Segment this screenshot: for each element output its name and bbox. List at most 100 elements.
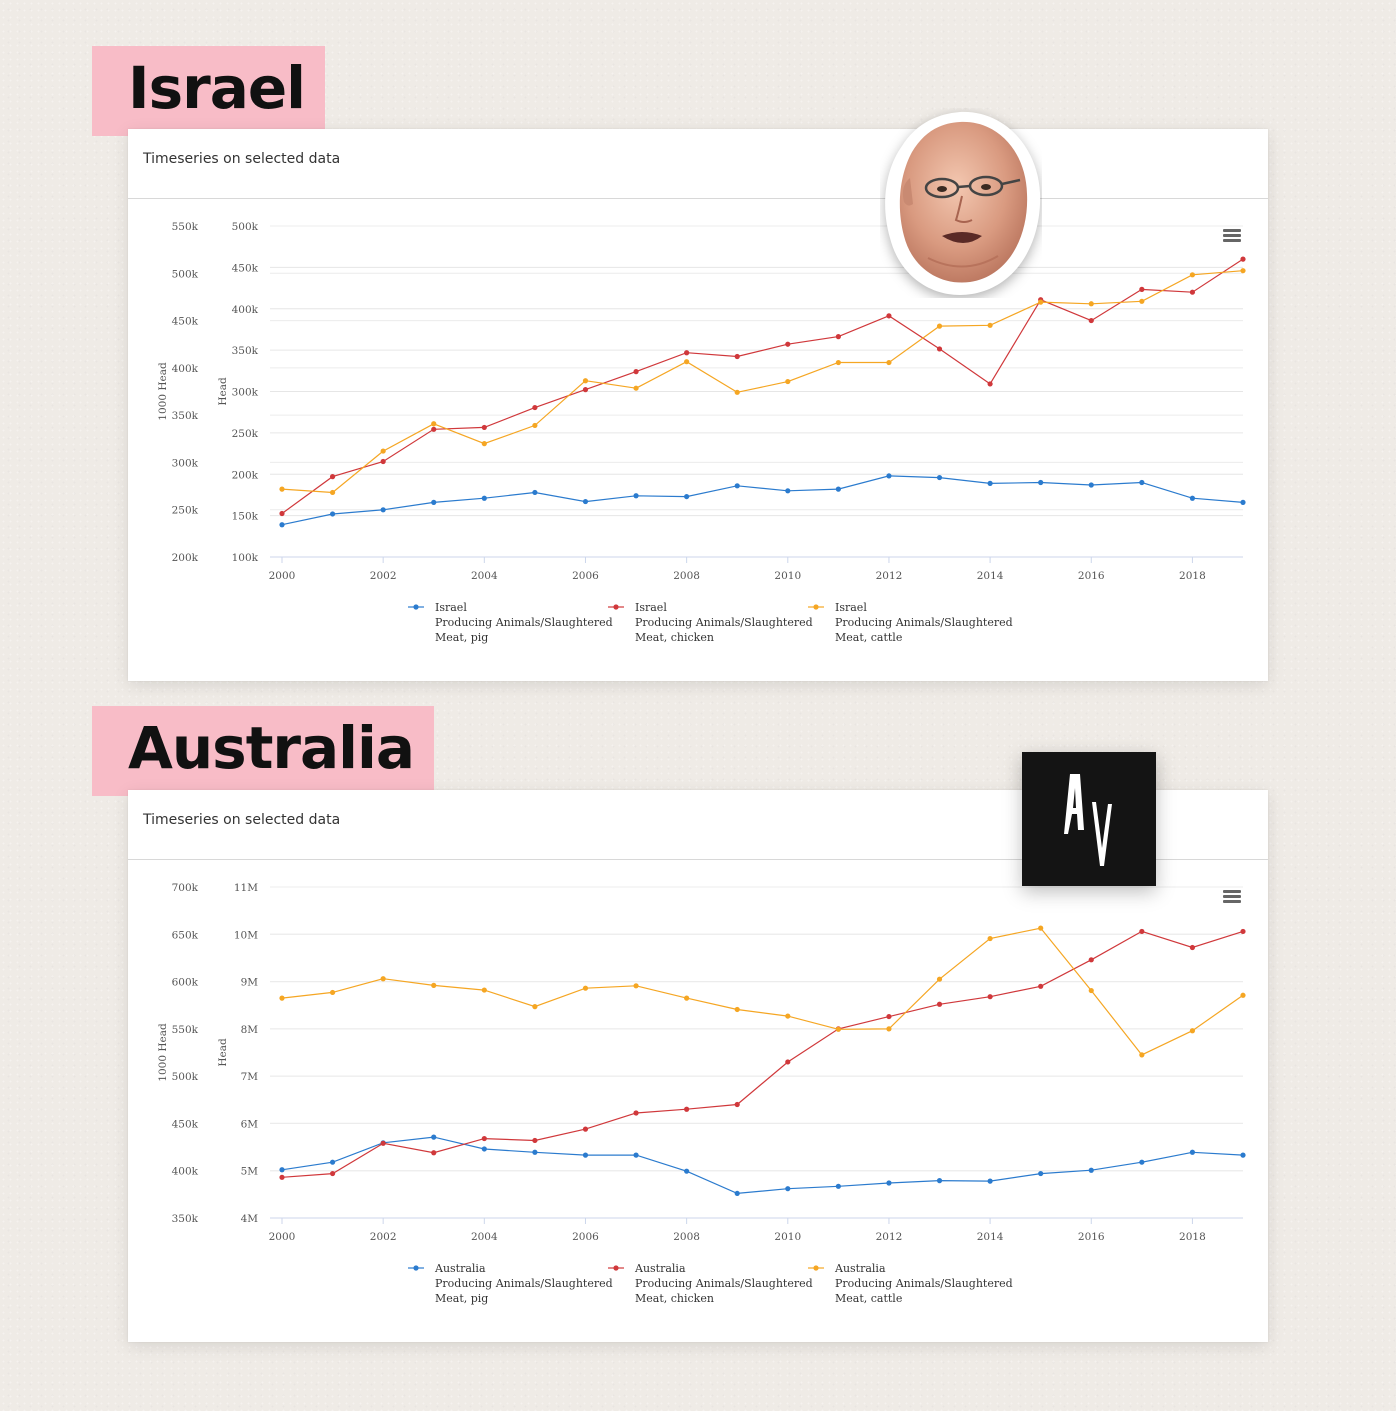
data-point [1088,317,1094,324]
data-point [1088,301,1094,307]
data-point [633,1110,639,1116]
data-point [1240,992,1246,998]
data-point [1189,944,1196,951]
data-point [734,353,740,360]
data-point [684,995,690,1001]
data-point [380,458,386,465]
data-point [835,486,841,492]
data-point [835,359,841,366]
data-point [987,381,993,387]
legend-label: Meat, pig [435,631,488,644]
av-logo-icon [1064,774,1112,866]
data-point [582,498,589,505]
data-point [633,983,639,989]
x-tick-label: 2006 [572,570,599,582]
data-point [1189,272,1196,278]
legend-label: Producing Animals/Slaughtered [835,1277,1013,1290]
data-point [431,1150,437,1156]
legend-label: Australia [434,1262,486,1275]
y-left-tick-label: 300k [172,457,199,469]
data-point [684,493,690,500]
data-point [431,1134,437,1140]
series-line [281,258,1244,514]
country-label-text: Israel [128,54,306,122]
data-point [1038,299,1044,305]
legend-label: Meat, chicken [635,1292,714,1305]
data-point [886,473,892,479]
series-line [281,270,1244,494]
x-tick-label: 2018 [1179,570,1206,582]
legend-label: Meat, cattle [835,1292,902,1305]
data-point [987,480,993,486]
y-right-tick-label: 300k [232,387,259,399]
data-point [1240,1152,1246,1158]
series-line [281,475,1244,526]
legend-label: Israel [835,601,867,614]
data-point [684,1168,690,1174]
y-left-tick-label: 450k [172,316,199,328]
y-right-tick-label: 100k [232,552,259,564]
data-point [431,426,437,432]
data-point [329,1159,336,1165]
legend-symbol-dot [813,604,819,610]
x-tick-label: 2006 [572,1231,599,1243]
data-point [785,378,791,385]
data-point [329,989,336,996]
data-point [380,507,386,513]
data-point [279,486,285,492]
data-point [279,522,285,528]
data-point [936,1001,943,1007]
data-point [987,994,993,1000]
data-point [1240,928,1246,935]
data-point [329,489,336,496]
data-point [785,1059,791,1065]
data-point [1139,479,1145,486]
legend-label: Israel [435,601,467,614]
data-point [1240,256,1246,262]
data-point [1240,499,1246,505]
data-point [835,1026,841,1032]
x-tick-label: 2014 [977,1231,1004,1243]
y-right-tick-label: 4M [241,1213,259,1225]
av-logo [1022,752,1156,886]
legend-label: Meat, chicken [635,631,714,644]
portrait-sticker [885,111,1041,295]
card-title: Timeseries on selected data [143,812,341,828]
data-point [1088,1167,1094,1173]
y-left-tick-label: 350k [172,410,199,422]
y-right-tick-label: 500k [232,221,259,233]
chart-card-israel: Timeseries on selected data 500k 450k 400k… [128,129,1268,681]
data-point [1038,925,1044,931]
card-header: Timeseries on selected data [128,129,1268,199]
data-point [936,1178,943,1184]
y-right-tick-label: 11M [234,882,258,894]
y-right-tick-label: 150k [232,511,259,523]
data-point [1139,1052,1145,1058]
chart-menu-icon[interactable] [1223,890,1241,904]
data-point [734,389,740,395]
data-point [785,488,791,494]
data-point [481,987,487,993]
data-point [481,441,487,447]
data-point [886,1180,892,1186]
data-point [582,378,589,384]
data-point [532,489,538,496]
legend-label: Meat, pig [435,1292,488,1305]
x-tick-label: 2000 [269,1231,296,1243]
data-point [936,346,943,352]
legend-symbol-dot [413,1265,419,1271]
y-left-tick-label: 400k [172,1166,199,1178]
data-point [582,985,589,991]
data-point [380,1140,386,1146]
data-point [532,1004,538,1010]
country-label-text: Australia [128,714,415,782]
data-point [532,404,538,411]
data-point [481,495,487,501]
series-line [281,1136,1244,1195]
legend-label: Producing Animals/Slaughtered [835,616,1013,629]
chart-menu-icon[interactable] [1223,229,1241,243]
data-point [684,359,690,365]
x-tick-label: 2016 [1078,570,1105,582]
data-point [987,935,993,942]
data-point [582,1126,589,1132]
